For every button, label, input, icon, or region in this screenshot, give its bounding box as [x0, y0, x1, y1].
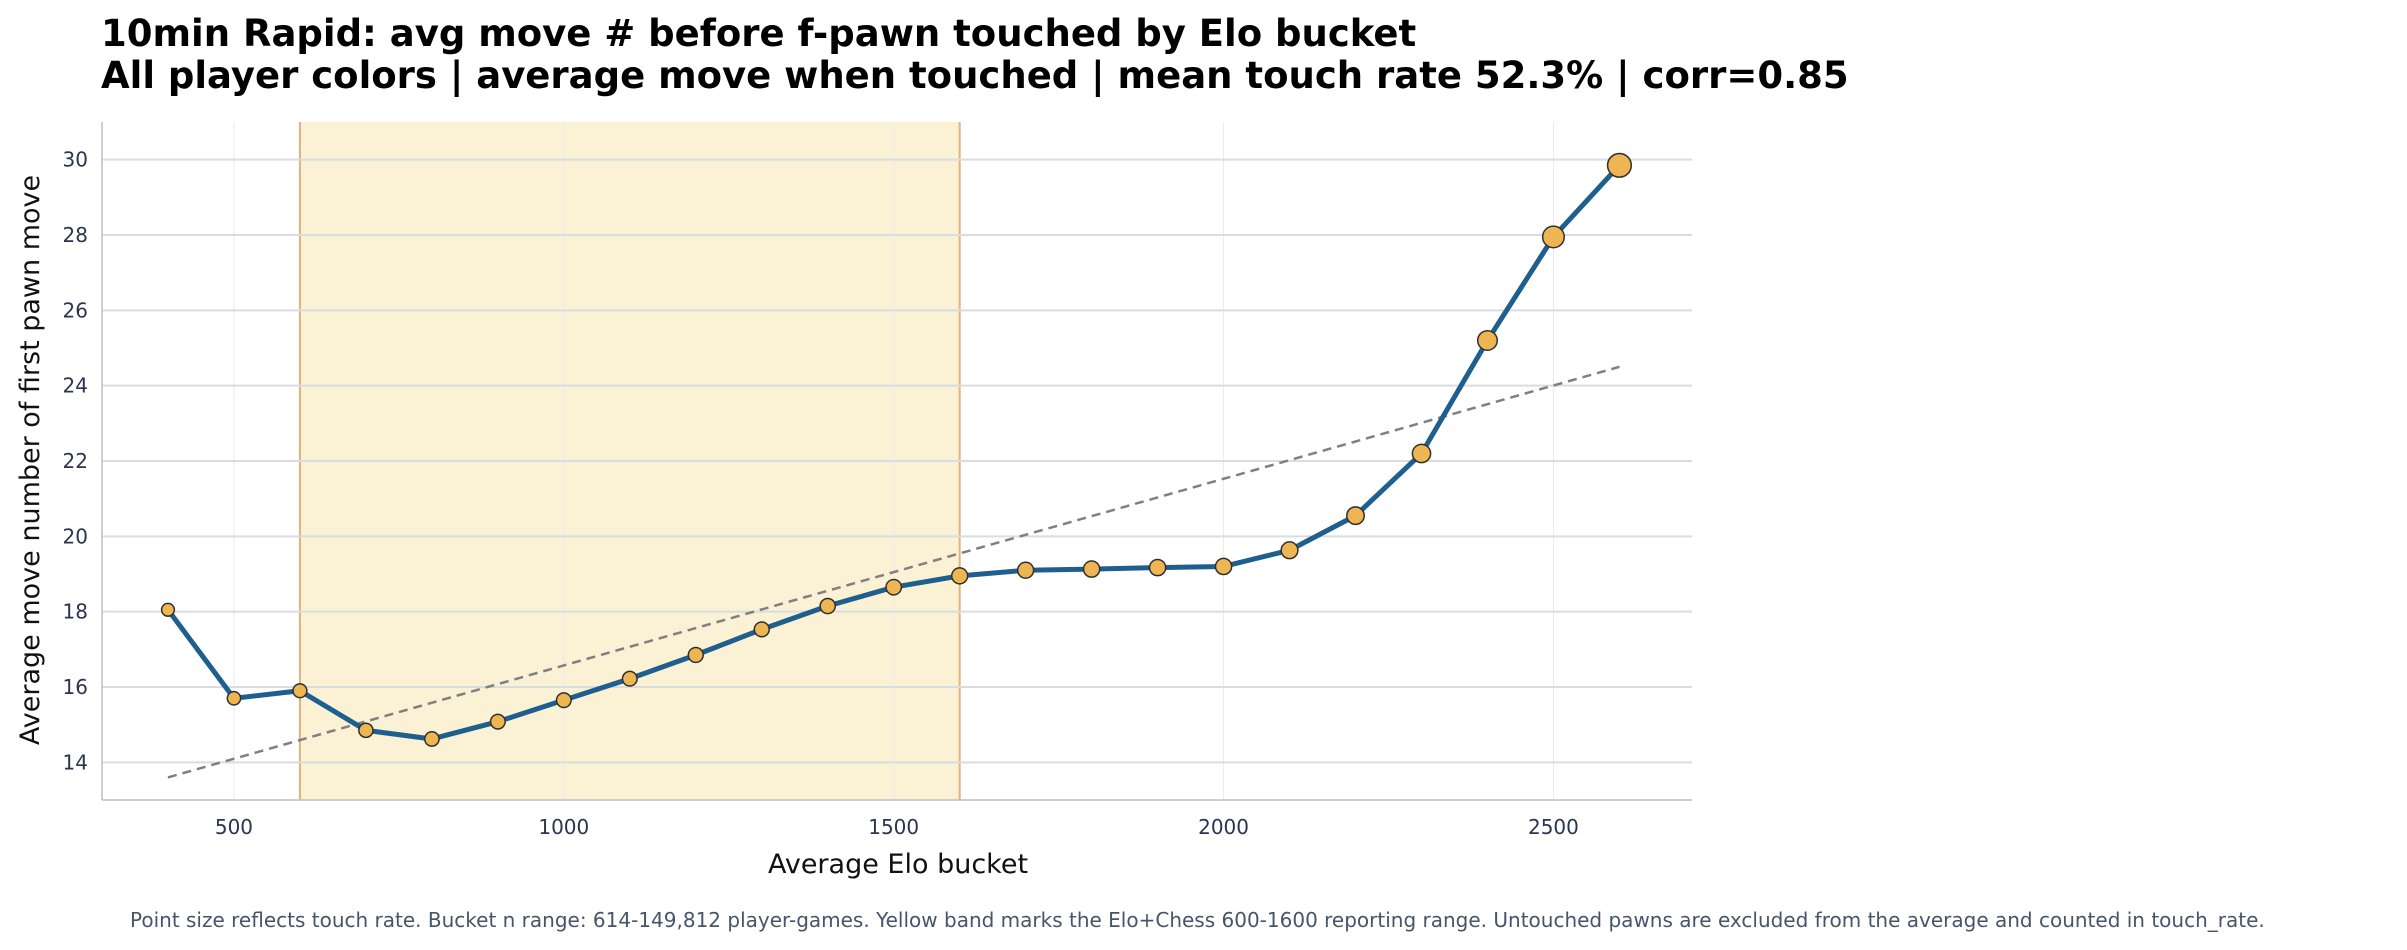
- data-point: [1606, 152, 1633, 178]
- y-tick-label: 28: [63, 223, 88, 247]
- y-tick-label: 18: [63, 600, 88, 624]
- data-point: [753, 621, 770, 638]
- footnote: Point size reflects touch rate. Bucket n…: [130, 908, 2265, 932]
- data-point: [687, 646, 704, 664]
- x-axis-label: Average Elo bucket: [768, 849, 1028, 880]
- data-point: [555, 692, 572, 709]
- data-point: [423, 731, 440, 747]
- data-point: [1082, 560, 1101, 578]
- trendline: [167, 365, 1620, 779]
- data-point: [1541, 225, 1566, 249]
- data-point: [1214, 557, 1233, 576]
- data-point: [160, 602, 176, 617]
- chart-title-line-2: All player colors | average move when to…: [101, 54, 1849, 97]
- y-tick-label: 14: [63, 750, 88, 774]
- grid: [102, 122, 1692, 800]
- y-tick-label: 24: [63, 374, 88, 398]
- data-point: [1346, 506, 1366, 526]
- y-tick-labels: 14 16 18 20 22 24 26 28 30: [63, 148, 88, 775]
- data-point: [1280, 541, 1299, 560]
- x-tick-label: 500: [215, 815, 253, 839]
- x-tick-label: 1000: [538, 815, 589, 839]
- data-point: [950, 567, 969, 585]
- y-tick-label: 26: [63, 298, 88, 322]
- x-tick-label: 1500: [868, 815, 919, 839]
- y-tick-label: 22: [63, 449, 88, 473]
- data-point: [1411, 443, 1432, 464]
- data-point: [1016, 561, 1035, 579]
- y-axis-label: Average move number of first pawn move: [15, 175, 46, 745]
- x-tick-labels: 500 1000 1500 2000 2500: [215, 815, 1579, 839]
- y-tick-label: 16: [63, 675, 88, 699]
- data-point: [819, 597, 837, 615]
- x-tick-label: 2000: [1198, 815, 1249, 839]
- markers: [160, 152, 1633, 747]
- axes: [101, 122, 1692, 801]
- chart-title-line-1: 10min Rapid: avg move # before f-pawn to…: [101, 12, 1416, 55]
- x-tick-label: 2500: [1528, 815, 1579, 839]
- data-point: [489, 713, 506, 730]
- y-tick-label: 20: [63, 524, 88, 548]
- y-tick-label: 30: [63, 148, 88, 172]
- trendline-layer: [167, 365, 1620, 779]
- data-point: [621, 670, 638, 687]
- data-point: [358, 722, 374, 739]
- data-point: [885, 578, 903, 596]
- data-point: [1148, 558, 1167, 577]
- data-point: [292, 683, 308, 699]
- data-point: [226, 690, 242, 706]
- data-point: [1476, 329, 1498, 351]
